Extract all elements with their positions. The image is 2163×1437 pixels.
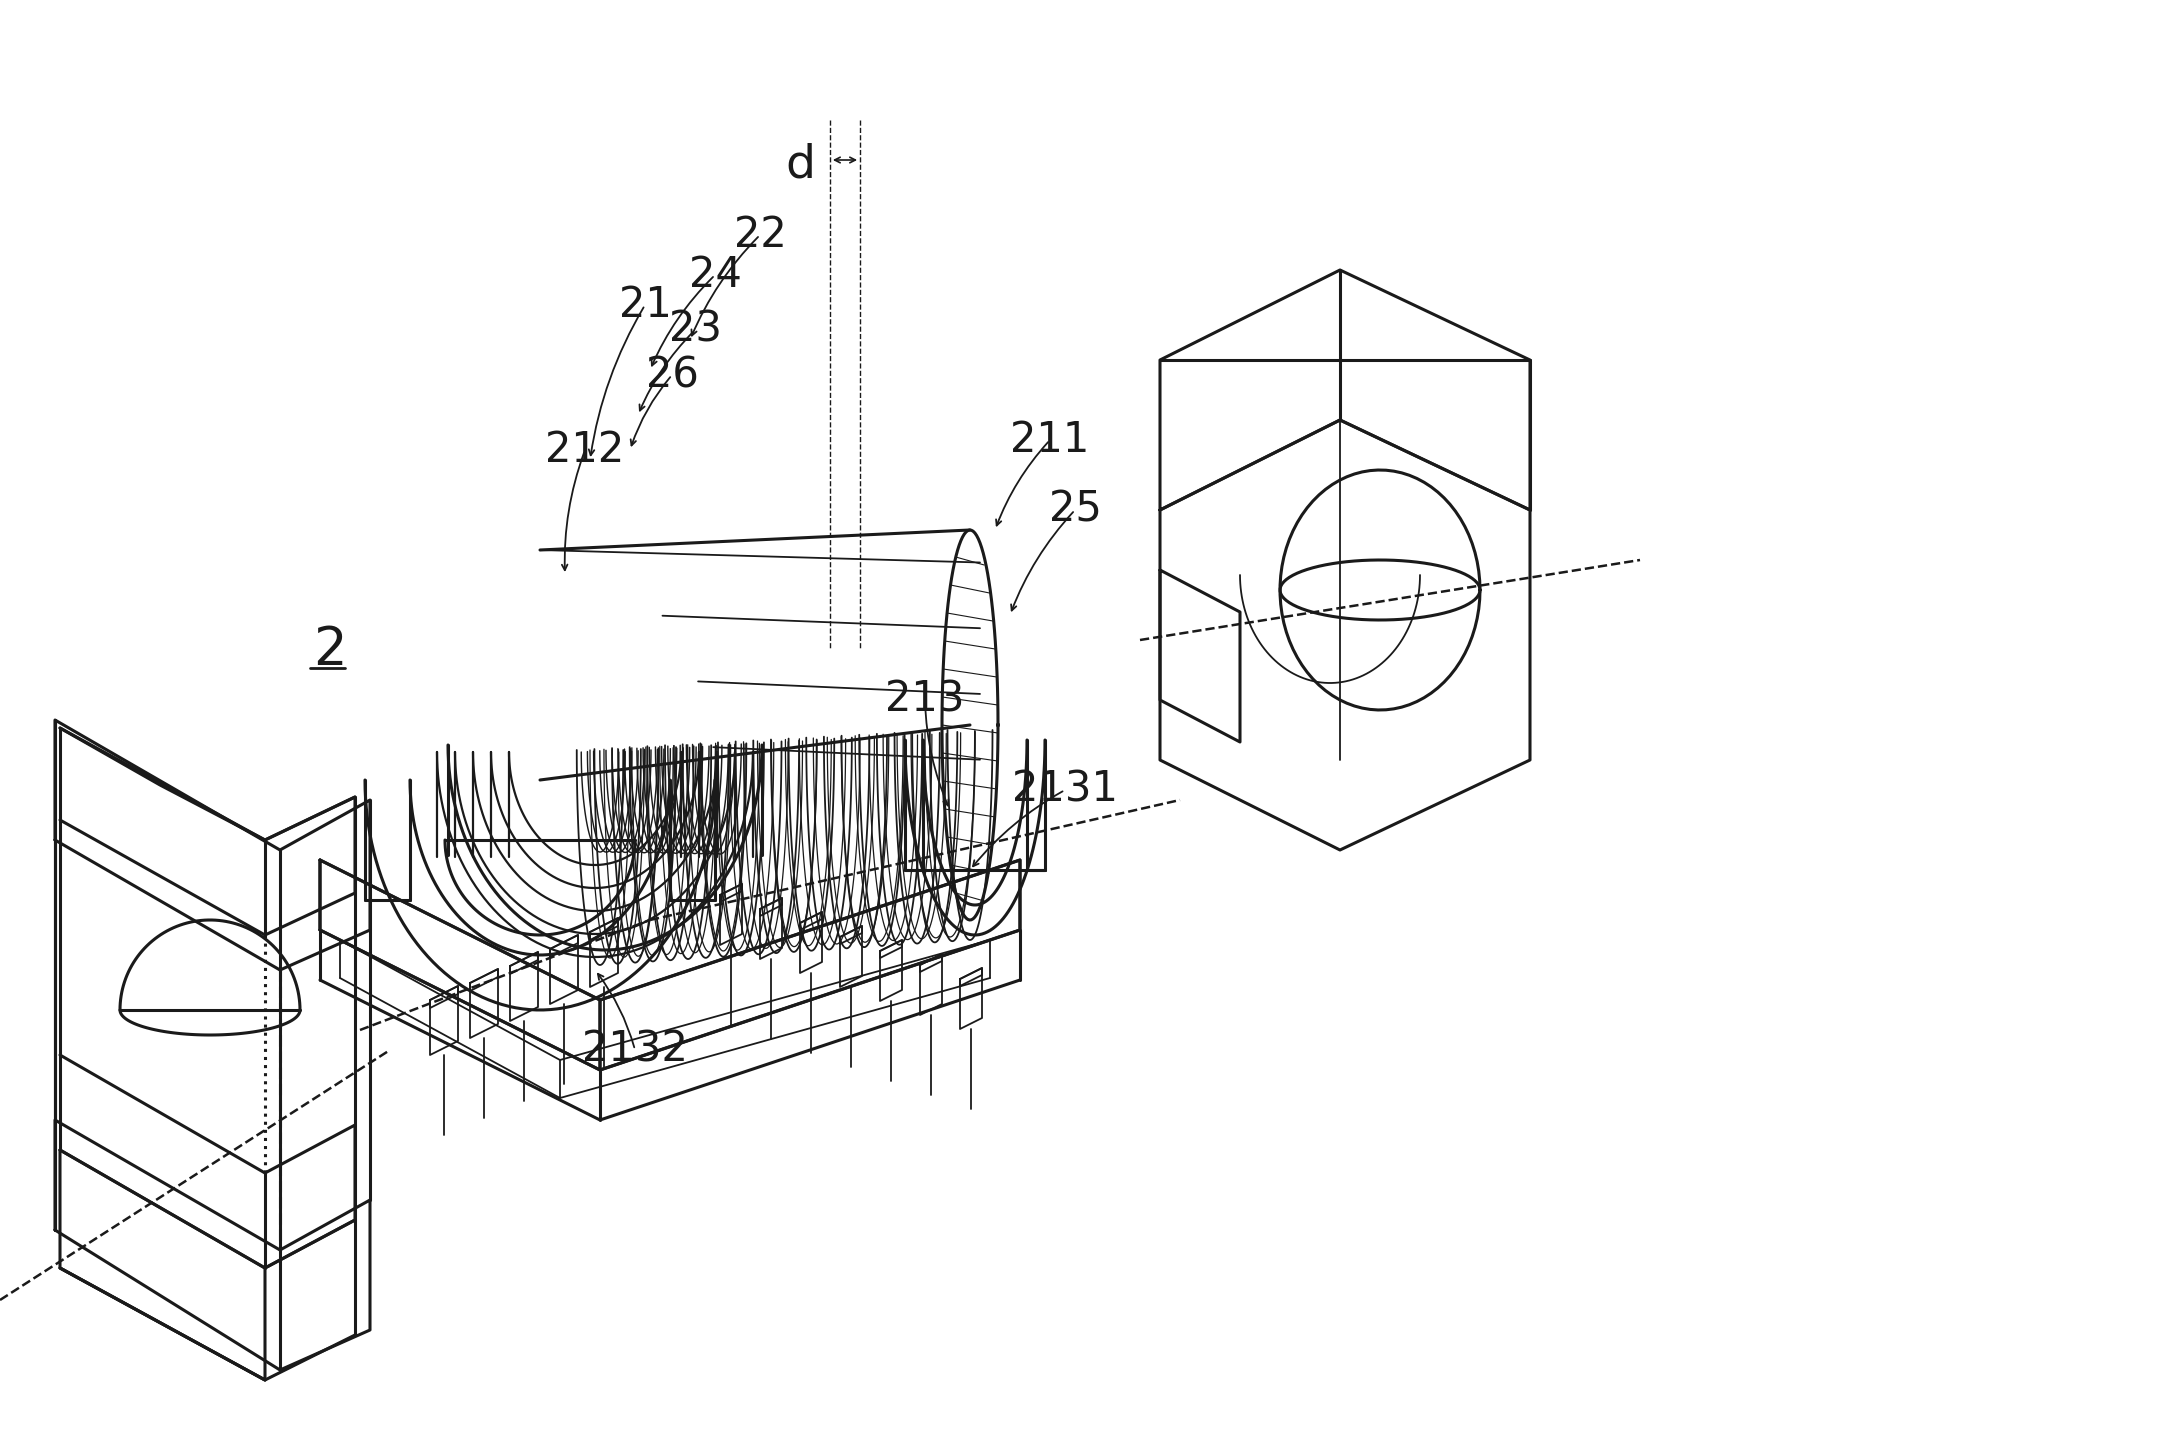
Text: 21: 21 xyxy=(619,285,671,326)
Text: 2: 2 xyxy=(314,624,346,675)
Text: 24: 24 xyxy=(688,254,742,296)
Text: 25: 25 xyxy=(1049,489,1101,532)
Text: 213: 213 xyxy=(885,680,965,721)
Text: 212: 212 xyxy=(545,430,625,471)
Text: 22: 22 xyxy=(733,214,787,256)
Text: 2131: 2131 xyxy=(1012,769,1118,810)
Text: d: d xyxy=(785,142,815,187)
Text: 211: 211 xyxy=(1010,420,1090,461)
Text: 26: 26 xyxy=(645,354,699,397)
Text: 23: 23 xyxy=(668,309,722,351)
Text: 2132: 2132 xyxy=(582,1029,688,1071)
